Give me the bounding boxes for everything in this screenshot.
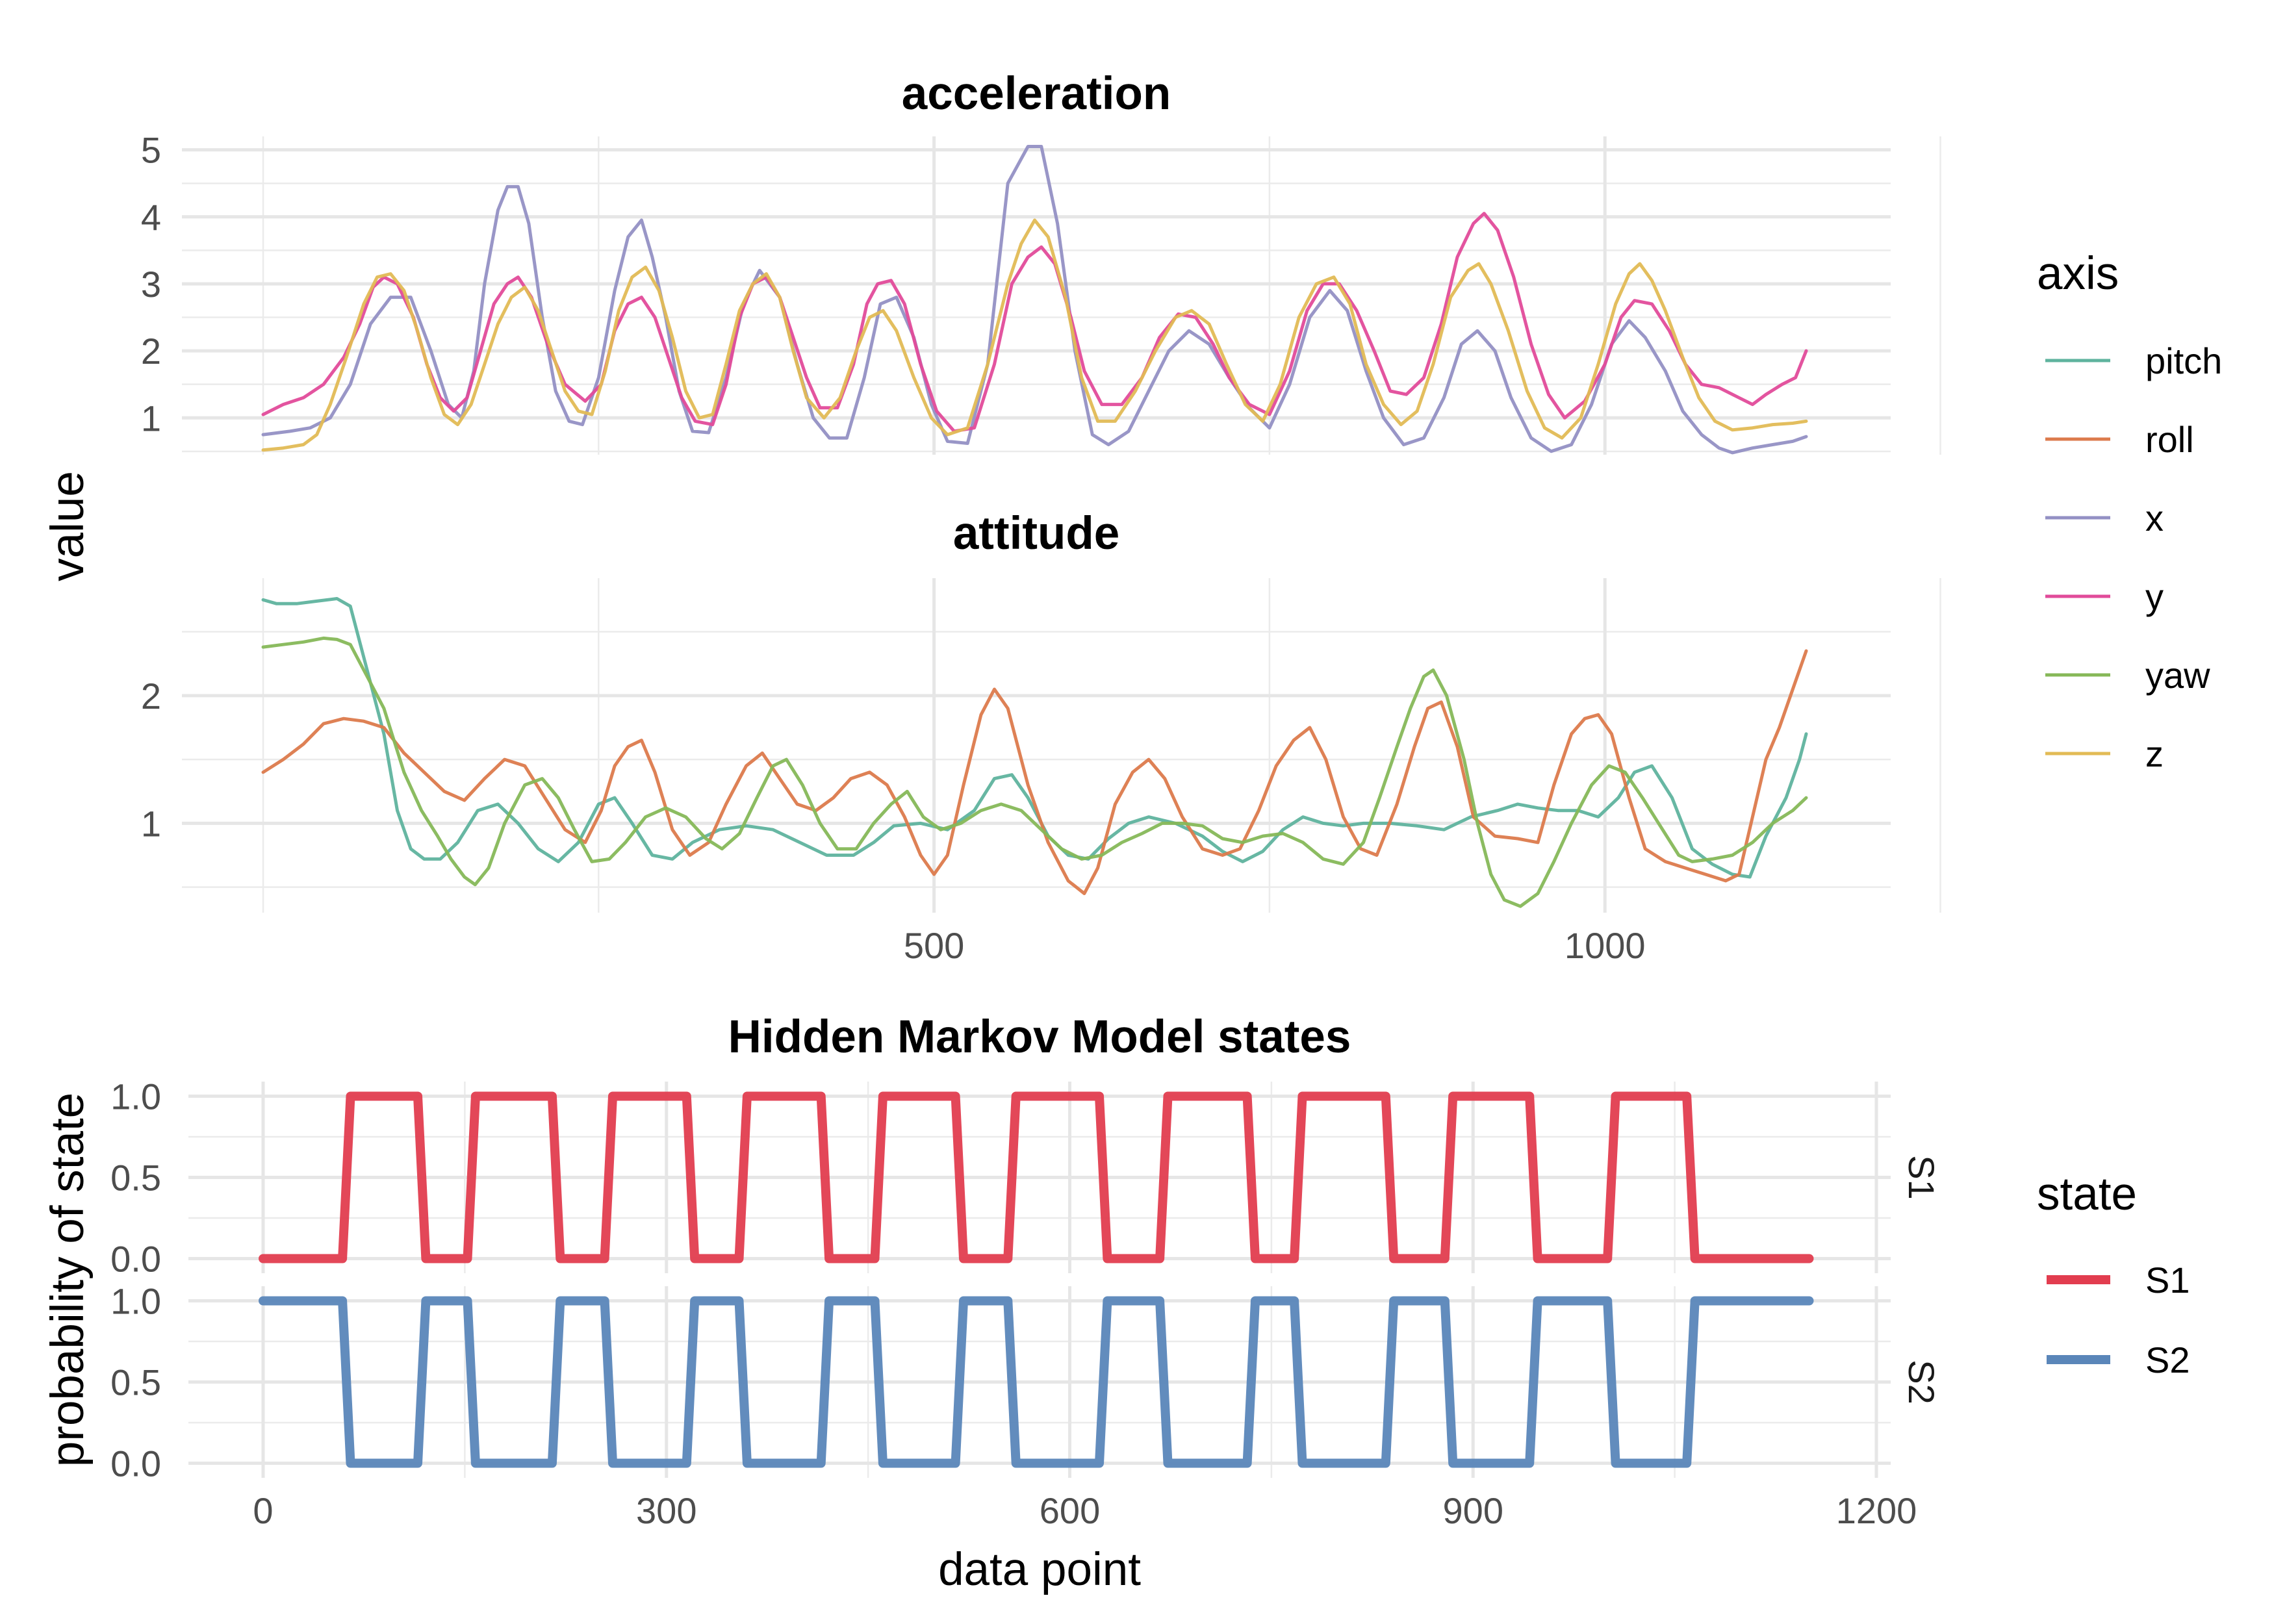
hmm-xtick-label: 600 <box>1040 1490 1100 1531</box>
axis-legend-label-pitch: pitch <box>2145 340 2222 381</box>
facet-strip-label-S1: S1 <box>1901 1155 1942 1200</box>
state-S1-ytick-label: 0.5 <box>110 1158 161 1199</box>
acceleration-ytick-label: 2 <box>141 331 161 372</box>
acceleration-ytick-label: 5 <box>141 130 161 171</box>
probability-axis-title: probability of state <box>42 1093 94 1467</box>
attitude-ytick-label: 1 <box>141 803 161 844</box>
attitude-line-yaw <box>261 636 1808 908</box>
axis-legend-label-x: x <box>2145 498 2164 539</box>
state-S1-ytick-label: 0.0 <box>110 1239 161 1280</box>
state-legend-title: state <box>2037 1169 2137 1220</box>
acceleration-ytick-label: 1 <box>141 398 161 438</box>
state-S2-ytick-label: 0.5 <box>110 1362 161 1403</box>
axis-legend-title: axis <box>2037 248 2119 299</box>
attitude-xtick-label: 1000 <box>1565 925 1646 966</box>
acceleration-title: acceleration <box>902 68 1171 120</box>
hmm-xtick-label: 1200 <box>1836 1490 1917 1531</box>
axis-legend-label-z: z <box>2145 733 2164 774</box>
hmm-xtick-label: 300 <box>636 1490 696 1531</box>
x-axis-title: data point <box>938 1544 1141 1595</box>
value-axis-title: value <box>42 471 94 581</box>
state-S2-ytick-label: 0.0 <box>110 1443 161 1484</box>
state-line-S1 <box>259 1091 1814 1263</box>
attitude-ytick-label: 2 <box>141 676 161 717</box>
hmm-title: Hidden Markov Model states <box>728 1011 1351 1063</box>
state-S2-ytick-label: 1.0 <box>110 1281 161 1322</box>
axis-legend-label-yaw: yaw <box>2145 655 2210 696</box>
acceleration-line-z <box>261 218 1808 452</box>
hmm-xtick-label: 900 <box>1443 1490 1503 1531</box>
state-line-S2 <box>259 1296 1814 1468</box>
attitude-title: attitude <box>953 508 1119 559</box>
state-S1-ytick-label: 1.0 <box>110 1076 161 1117</box>
hmm-xtick-label: 0 <box>253 1490 273 1531</box>
attitude-xtick-label: 500 <box>904 925 964 966</box>
acceleration-ytick-label: 4 <box>141 197 161 238</box>
acceleration-line-x <box>261 145 1808 455</box>
axis-legend-label-y: y <box>2145 576 2164 617</box>
state-legend-label-S1: S1 <box>2145 1260 2190 1300</box>
axis-legend-label-roll: roll <box>2145 419 2194 460</box>
acceleration-ytick-label: 3 <box>141 264 161 305</box>
attitude-line-pitch <box>261 597 1808 879</box>
attitude-line-roll <box>261 649 1808 895</box>
acceleration-line-y <box>261 212 1808 433</box>
facet-strip-label-S2: S2 <box>1901 1360 1942 1404</box>
state-legend-label-S2: S2 <box>2145 1339 2190 1380</box>
